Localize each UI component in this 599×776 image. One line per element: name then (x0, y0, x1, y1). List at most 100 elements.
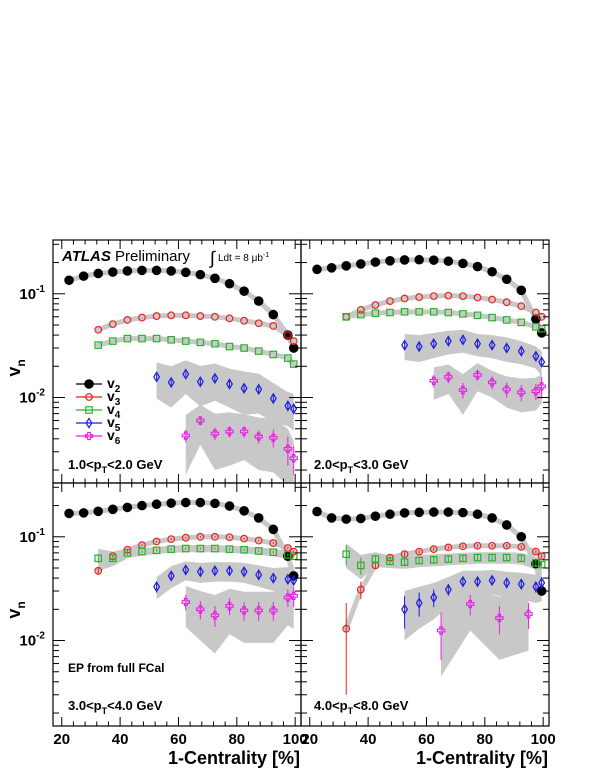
panel-3-v4-systematic-band (98, 545, 294, 571)
panel-2-v2-point (443, 256, 454, 267)
legend-entry-v5: v5 (76, 414, 121, 434)
panel-4-v5-point (430, 591, 438, 604)
panel-2-v4-point (488, 313, 496, 322)
panel-1-v2-point (268, 309, 279, 320)
y-tick-label: 10-1 (19, 527, 45, 546)
panel-1-v4-point (196, 338, 205, 347)
panel-1-v2-point (137, 265, 147, 276)
panel-2-v2-point (326, 263, 337, 273)
panel-4-v2-point (370, 511, 381, 521)
panel-4-v5-point (517, 578, 525, 590)
panel-2-v4-point (400, 308, 409, 316)
panel-2-v6-point (458, 385, 468, 395)
panel-label-1: 1.0<pT<2.0 GeV (68, 457, 163, 475)
legend-entry-v3: v3 (76, 388, 121, 408)
panel-1-v3-point (108, 320, 117, 329)
panel-3-v2-point (137, 500, 147, 511)
panel-4-v3-point (473, 541, 482, 550)
panel-2-v3-point (517, 302, 526, 311)
panel-3-bands (98, 545, 294, 654)
panel-1-v3-point (123, 316, 132, 324)
panel-4-v5-point (532, 580, 540, 593)
data-points-layer (64, 254, 547, 695)
panel-3-v3-point (181, 533, 190, 542)
panel-4-v4-point (357, 561, 365, 570)
panel-3-v2-point (239, 506, 249, 516)
panel-3-v4-point (123, 549, 132, 557)
panel-3-v6-point (239, 606, 249, 615)
panel-2-v4-point (357, 310, 365, 319)
panel-4-v2-point (341, 514, 352, 524)
panel-2-v5-point (532, 350, 540, 363)
panel-3-v6-point (269, 606, 278, 615)
panel-1-v5-systematic-band (156, 360, 294, 431)
panel-4-v5-point (459, 575, 467, 588)
panel-4-v4-systematic-band (346, 543, 542, 580)
panel-3-v4-point (181, 544, 190, 553)
panel-3-v2-point (210, 498, 220, 509)
panel-3-points (64, 497, 299, 628)
panel-2-v6-point (444, 372, 453, 382)
panel-3-v4-point (240, 545, 248, 554)
panel-3-v3-point (152, 537, 161, 546)
panel-4-frame (300, 482, 550, 727)
panel-3-v6-point (283, 593, 293, 602)
panel-4-v3-point (400, 550, 409, 559)
y-axis-title-bottom: vn (4, 601, 28, 618)
x-tick-label: 40 (112, 731, 129, 748)
panel-1-v4-point (109, 337, 117, 345)
panel-2-v5-point (444, 335, 452, 347)
panel-1-v3-point (225, 314, 234, 323)
panel-4-v2-point (312, 506, 322, 517)
legend-label-v6: v6 (107, 427, 121, 447)
panel-2-v2-point (516, 285, 527, 296)
legend-marker-v2 (84, 379, 94, 389)
panel-1-v5-point (255, 383, 263, 396)
panel-1-v3-point (196, 312, 205, 320)
panel-2-v5-point (415, 340, 423, 353)
luminosity-label: ∫ Ldt = 8 μb-1 (208, 248, 269, 268)
panel-2-v5-point (474, 337, 482, 350)
panel-4-v6-point (495, 613, 504, 623)
panel-1-v6-point (225, 427, 234, 436)
panel-2-v6-point (502, 385, 511, 394)
panel-1-v4-point (94, 341, 103, 349)
panel-3-v2-point (93, 506, 104, 517)
panel-4-v3-point (444, 543, 453, 552)
panel-1-v5-point (167, 376, 175, 389)
panel-1-points (64, 265, 299, 475)
panel-4-v5-point (415, 597, 423, 609)
panel-1-v2-point (239, 286, 249, 296)
panel-2-v3-point (386, 297, 394, 306)
panel-2-v2-point (472, 261, 483, 272)
panel-3-v6-point (181, 597, 190, 607)
panel-2-v2-point (385, 255, 395, 266)
panel-3-v3-point (211, 532, 219, 541)
panel-2-v3-point (415, 293, 424, 301)
panel-1-v2-point (253, 296, 264, 306)
panel-4-v4-point (473, 553, 482, 562)
panel-2-v2-point (356, 259, 366, 269)
panel-3-v4-point (196, 544, 205, 553)
panel-4-v2-point (399, 508, 410, 518)
panel-1-v6-point (196, 416, 205, 425)
panel-3-v6-point (210, 611, 220, 620)
panel-1-v4-point (138, 334, 146, 343)
x-axis-title-left: 1-Centrality [%] (168, 748, 300, 768)
panel-3-v2-point (78, 508, 89, 518)
panel-3-v5-point (211, 565, 219, 577)
panel-3-v4-point (138, 547, 146, 556)
panel-4-v6-point (524, 609, 533, 619)
panel-4-v4-point (444, 555, 453, 563)
x-tick-label: 60 (418, 731, 435, 748)
panel-1-v5-point (196, 375, 204, 388)
panel-4-v2-point (385, 509, 395, 520)
panel-3-v6-point (254, 606, 263, 615)
panel-2-v5-point (430, 337, 438, 350)
x-tick-label: 100 (283, 731, 308, 748)
panel-2-v3-point (400, 294, 409, 303)
legend-label-v4: v4 (107, 401, 121, 421)
legend-label-v5: v5 (107, 414, 121, 434)
panel-4-v2-point (356, 513, 366, 524)
